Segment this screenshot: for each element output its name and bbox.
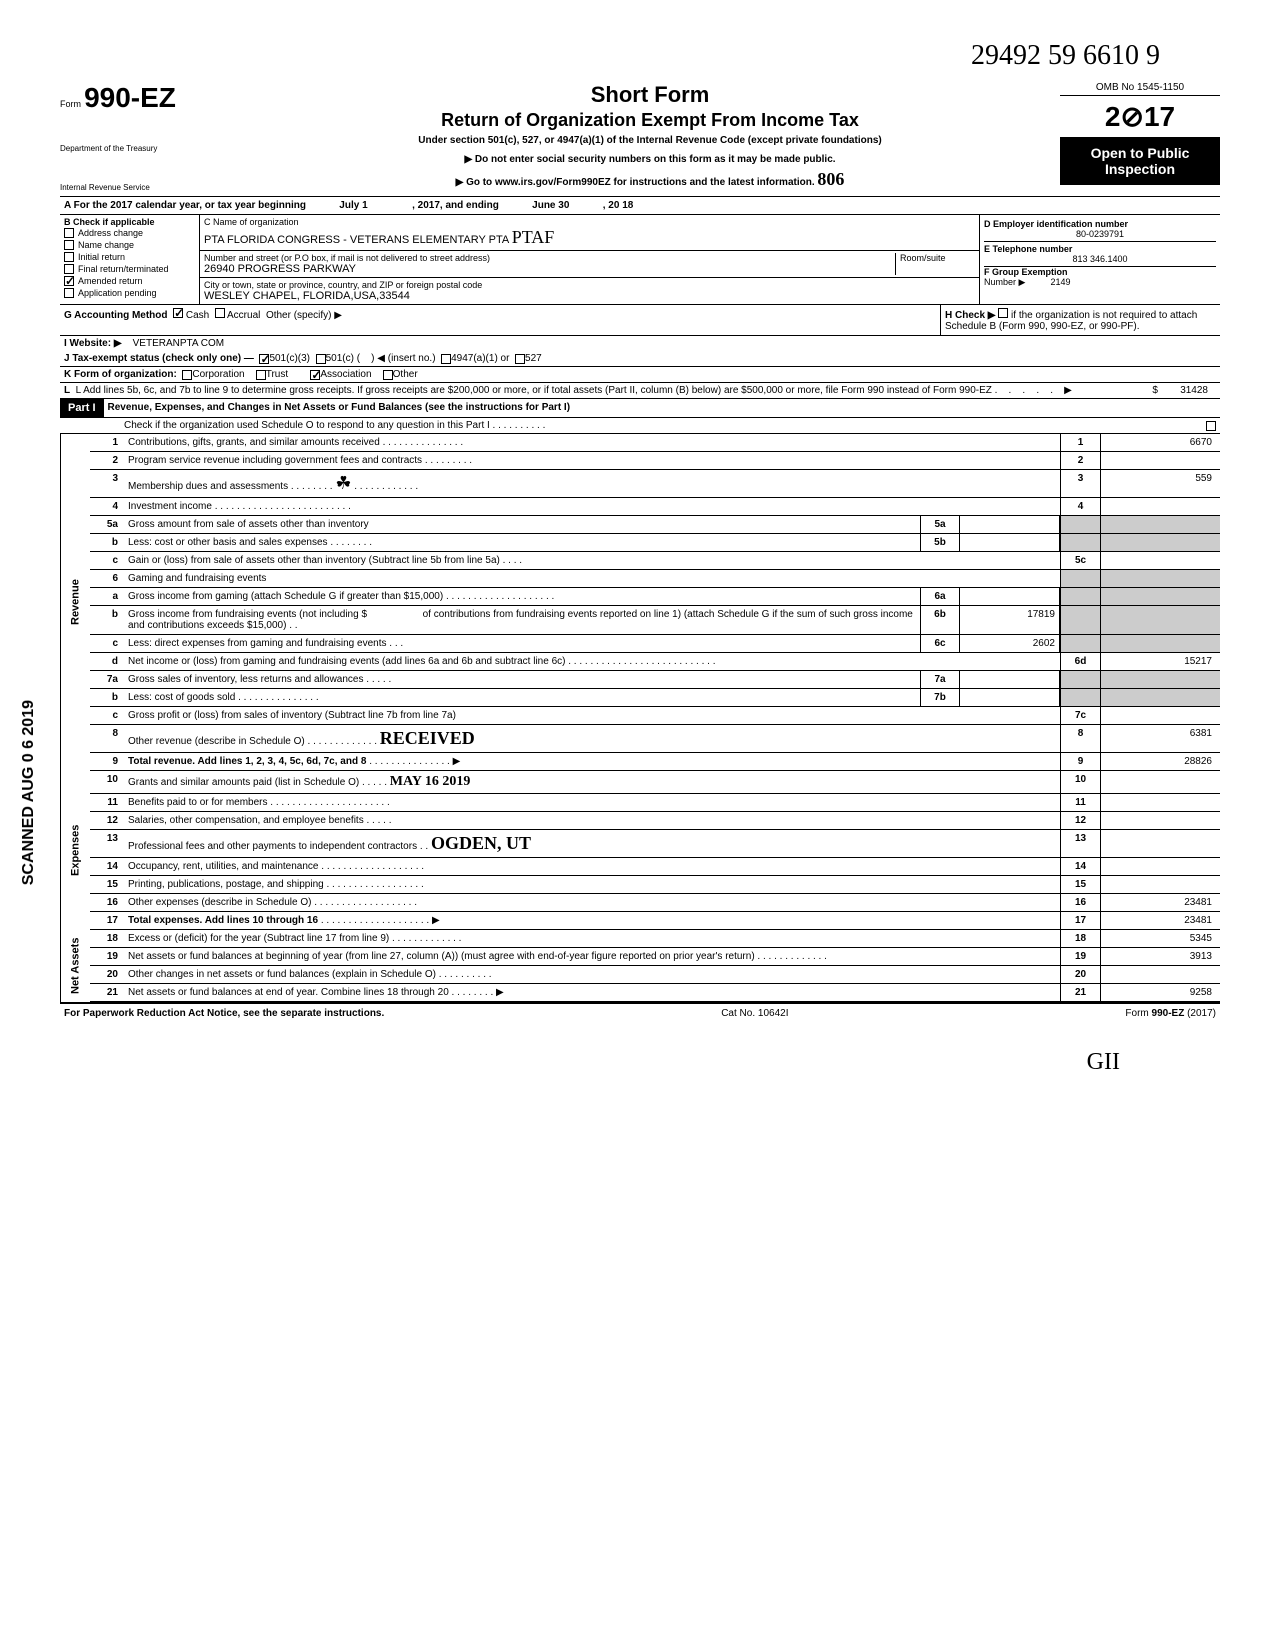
line1-val: 6670 <box>1100 434 1220 451</box>
netassets-label: Net Assets <box>60 930 90 1002</box>
line-k: K Form of organization: Corporation Trus… <box>60 367 1220 383</box>
check-4947[interactable] <box>441 354 451 364</box>
dept-treasury: Department of the Treasury <box>60 144 157 153</box>
scanned-stamp: SCANNED AUG 0 6 2019 <box>20 700 38 885</box>
stamp-ogden: OGDEN, UT <box>431 833 531 853</box>
revenue-section: Revenue 1Contributions, gifts, grants, a… <box>60 434 1220 771</box>
title-link: ▶ Go to www.irs.gov/Form990EZ for instru… <box>240 169 1060 190</box>
col-d-ein: D Employer identification number 80-0239… <box>980 215 1220 304</box>
form-number: 990-EZ <box>84 82 176 113</box>
revenue-label: Revenue <box>60 434 90 771</box>
line-a: A For the 2017 calendar year, or tax yea… <box>60 197 1220 215</box>
line3-val: 559 <box>1100 470 1220 497</box>
omb-number: OMB No 1545-1150 <box>1060 82 1220 96</box>
check-cash[interactable] <box>173 308 183 318</box>
part1-check: Check if the organization used Schedule … <box>60 418 1220 434</box>
org-address: 26940 PROGRESS PARKWAY <box>204 263 895 275</box>
line8-val: 6381 <box>1100 725 1220 752</box>
open-public-badge: Open to PublicInspection <box>1060 137 1220 185</box>
line21-val: 9258 <box>1100 984 1220 1001</box>
group-number: 2149 <box>1050 277 1070 287</box>
handwritten-bottom: GII <box>60 1049 1220 1076</box>
line6b-val: 17819 <box>960 606 1060 634</box>
title-short-form: Short Form <box>240 82 1060 108</box>
col-b-checkboxes: B Check if applicable Address change Nam… <box>60 215 200 304</box>
netassets-section: Net Assets 18Excess or (deficit) for the… <box>60 930 1220 1002</box>
handwritten-ptaf: PTAF <box>512 227 555 247</box>
check-schedule-o[interactable] <box>1206 421 1216 431</box>
handwritten-top-number: 29492 59 6610 9 <box>60 40 1220 72</box>
form-prefix: Form <box>60 99 81 109</box>
check-trust[interactable] <box>256 370 266 380</box>
check-other[interactable] <box>383 370 393 380</box>
line-i: I Website: ▶ VETERANPTA COM <box>60 336 1220 351</box>
ein-value: 80-0239791 <box>984 229 1216 239</box>
footer-left: For Paperwork Reduction Act Notice, see … <box>64 1008 384 1019</box>
check-sched-b[interactable] <box>998 308 1008 318</box>
footer-right: Form 990-EZ (2017) <box>1125 1008 1216 1019</box>
check-amended[interactable] <box>64 276 74 286</box>
line4-val <box>1100 498 1220 515</box>
line9-val: 28826 <box>1100 753 1220 770</box>
expenses-section: Expenses 10Grants and similar amounts pa… <box>60 771 1220 930</box>
org-name: PTA FLORIDA CONGRESS - VETERANS ELEMENTA… <box>204 234 509 246</box>
check-pending[interactable] <box>64 288 74 298</box>
tax-year: 2⊘17 <box>1060 100 1220 133</box>
check-assoc[interactable] <box>310 370 320 380</box>
title-return: Return of Organization Exempt From Incom… <box>240 110 1060 131</box>
org-city: WESLEY CHAPEL, FLORIDA,USA,33544 <box>204 290 975 302</box>
tel-value: 813 346.1400 <box>984 254 1216 264</box>
stamp-date: MAY 16 2019 <box>390 774 471 789</box>
org-info-row: B Check if applicable Address change Nam… <box>60 215 1220 305</box>
col-c-org: C Name of organization PTA FLORIDA CONGR… <box>200 215 980 304</box>
line16-val: 23481 <box>1100 894 1220 911</box>
check-501c[interactable] <box>316 354 326 364</box>
part-1-header: Part I Revenue, Expenses, and Changes in… <box>60 399 1220 418</box>
check-527[interactable] <box>515 354 525 364</box>
form-header: Form 990-EZ Department of the Treasury I… <box>60 82 1220 197</box>
check-501c3[interactable] <box>259 354 269 364</box>
line18-val: 5345 <box>1100 930 1220 947</box>
line-j: J Tax-exempt status (check only one) — 5… <box>60 351 1220 367</box>
check-name[interactable] <box>64 240 74 250</box>
line-l: L L Add lines 5b, 6c, and 7b to line 9 t… <box>60 383 1220 399</box>
expenses-label: Expenses <box>60 771 90 930</box>
footer-center: Cat No. 10642I <box>721 1008 788 1019</box>
check-final[interactable] <box>64 264 74 274</box>
stamp-received: RECEIVED <box>380 728 475 748</box>
dept-irs: Internal Revenue Service <box>60 183 150 192</box>
check-accrual[interactable] <box>215 308 225 318</box>
line6d-val: 15217 <box>1100 653 1220 670</box>
check-initial[interactable] <box>64 252 74 262</box>
title-ssn-warning: ▶ Do not enter social security numbers o… <box>240 154 1060 165</box>
footer: For Paperwork Reduction Act Notice, see … <box>60 1002 1220 1019</box>
gross-receipts: 31428 <box>1180 385 1208 396</box>
line6c-val: 2602 <box>960 635 1060 652</box>
line-g-h: G Accounting Method Cash Accrual Other (… <box>60 305 1220 336</box>
check-address[interactable] <box>64 228 74 238</box>
line2-val <box>1100 452 1220 469</box>
title-section: Under section 501(c), 527, or 4947(a)(1)… <box>240 135 1060 146</box>
line19-val: 3913 <box>1100 948 1220 965</box>
check-corp[interactable] <box>182 370 192 380</box>
website-value: VETERANPTA COM <box>133 338 225 349</box>
line17-val: 23481 <box>1100 912 1220 929</box>
